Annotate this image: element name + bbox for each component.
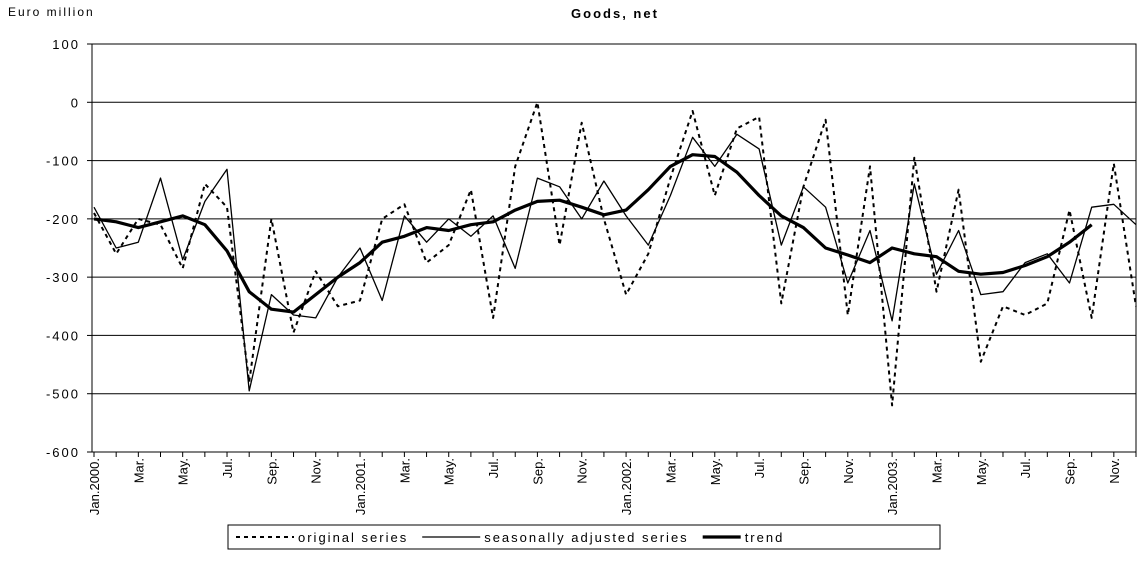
x-tick-label: Jan.2002. bbox=[619, 458, 634, 515]
chart-title: Goods, net bbox=[571, 6, 659, 21]
x-tick-label: Jul. bbox=[1018, 458, 1033, 478]
x-tick-label: Sep. bbox=[530, 458, 545, 485]
x-tick-label: Jul. bbox=[486, 458, 501, 478]
x-tick-label: Mar. bbox=[663, 458, 678, 483]
x-tick-label: Nov. bbox=[575, 458, 590, 484]
series-line bbox=[93, 133, 1137, 392]
x-tick-label: Nov. bbox=[309, 458, 324, 484]
x-tick-label: May. bbox=[176, 458, 191, 485]
y-tick-label: 0 bbox=[71, 95, 80, 110]
x-tick-label: Sep. bbox=[264, 458, 279, 485]
y-tick-label: -400 bbox=[46, 328, 80, 343]
series-line bbox=[93, 153, 1093, 314]
x-tick-label: Jul. bbox=[220, 458, 235, 478]
y-tick-label: -300 bbox=[46, 270, 80, 285]
legend-label: original series bbox=[298, 530, 408, 545]
legend-label: trend bbox=[745, 530, 785, 545]
y-tick-label: 100 bbox=[52, 37, 80, 52]
x-tick-label: Jan.2000. bbox=[87, 458, 102, 515]
x-tick-label: Jan.2003. bbox=[885, 458, 900, 515]
x-tick-label: Mar. bbox=[131, 458, 146, 483]
x-tick-label: Mar. bbox=[929, 458, 944, 483]
x-tick-label: Jan.2001. bbox=[353, 458, 368, 515]
x-tick-label: Jul. bbox=[752, 458, 767, 478]
x-tick-label: May. bbox=[708, 458, 723, 485]
plot-frame bbox=[91, 43, 1137, 453]
x-tick-label: Sep. bbox=[796, 458, 811, 485]
y-tick-label: -200 bbox=[46, 212, 80, 227]
x-tick-label: Nov. bbox=[1107, 458, 1122, 484]
series-line bbox=[93, 101, 1137, 407]
legend-box bbox=[227, 524, 941, 550]
y-tick-label: -500 bbox=[46, 387, 80, 402]
y-axis-label: Euro million bbox=[8, 5, 95, 19]
x-tick-label: May. bbox=[442, 458, 457, 485]
x-tick-label: May. bbox=[974, 458, 989, 485]
y-tick-label: -600 bbox=[46, 445, 80, 460]
x-tick-label: Mar. bbox=[397, 458, 412, 483]
x-tick-label: Sep. bbox=[1062, 458, 1077, 485]
x-tick-label: Nov. bbox=[841, 458, 856, 484]
legend-label: seasonally adjusted series bbox=[484, 530, 688, 545]
y-tick-label: -100 bbox=[46, 154, 80, 169]
